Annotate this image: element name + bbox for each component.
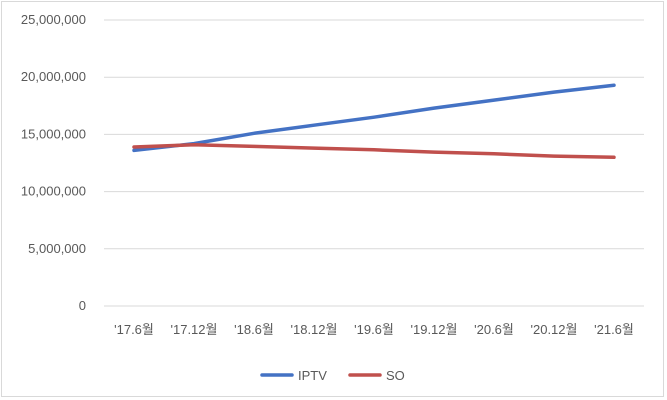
x-tick-label: '18.6월	[234, 322, 274, 337]
legend-label: SO	[386, 368, 405, 383]
legend-item-iptv: IPTV	[260, 368, 327, 383]
legend-item-so: SO	[348, 368, 405, 383]
series-lines	[132, 83, 616, 160]
x-tick-label: '21.6월	[594, 322, 634, 337]
x-tick-label: '20.12월	[531, 322, 578, 337]
y-tick-label: 0	[79, 298, 86, 313]
y-tick-label: 25,000,000	[21, 12, 86, 27]
y-axis-ticks: 25,000,000 20,000,000 15,000,000 10,000,000…	[21, 12, 86, 313]
x-tick-label: '19.6월	[354, 322, 394, 337]
y-tick-label: 5,000,000	[28, 241, 86, 256]
x-tick-label: '19.12월	[411, 322, 458, 337]
x-tick-label: '17.6월	[114, 322, 154, 337]
y-tick-label: 20,000,000	[21, 69, 86, 84]
series-line-iptv	[132, 83, 616, 153]
y-tick-label: 10,000,000	[21, 184, 86, 199]
legend: IPTV SO	[260, 368, 405, 383]
x-axis-ticks: '17.6월 '17.12월 '18.6월 '18.12월 '19.6월 '19.12월 '…	[114, 322, 634, 337]
legend-label: IPTV	[298, 368, 327, 383]
gridlines	[104, 19, 644, 307]
y-tick-label: 15,000,000	[21, 126, 86, 141]
x-tick-label: '18.12월	[291, 322, 338, 337]
series-line-so	[132, 142, 616, 160]
x-tick-label: '20.6월	[474, 322, 514, 337]
x-tick-label: '17.12월	[171, 322, 218, 337]
